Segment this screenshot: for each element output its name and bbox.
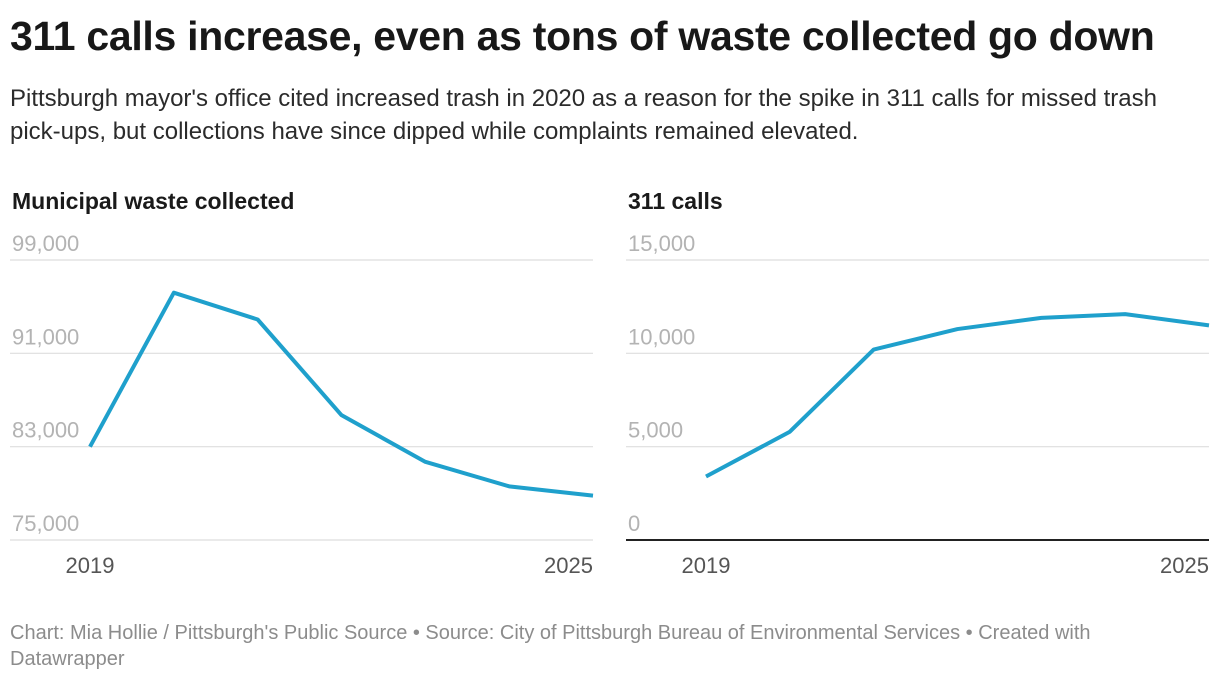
x-tick-label: 2019 (682, 553, 731, 578)
y-tick-label: 5,000 (628, 418, 683, 443)
y-tick-label: 10,000 (628, 324, 695, 349)
calls-chart-svg: 0 5,000 10,000 15,000 2019 2025 (626, 231, 1210, 578)
waste-chart-panel: Municipal waste collected 75,000 83,000 91… (10, 186, 595, 586)
chart-subtitle: Pittsburgh mayor's office cited increase… (10, 85, 1157, 145)
x-tick-label: 2025 (544, 553, 593, 578)
y-tick-label: 0 (628, 511, 640, 536)
y-tick-label: 75,000 (12, 511, 79, 536)
y-tick-label: 15,000 (628, 231, 695, 256)
y-tick-label: 91,000 (12, 324, 79, 349)
waste-chart-svg: 75,000 83,000 91,000 99,000 2019 2025 (10, 231, 594, 578)
chart-title: 311 calls increase, even as tons of wast… (10, 13, 1155, 59)
y-tick-label: 83,000 (12, 418, 79, 443)
calls-chart-panel: 311 calls 0 5,000 10,000 15,000 2019 2025 (626, 186, 1211, 586)
series-line (88, 290, 594, 498)
y-tick-label: 99,000 (12, 231, 79, 256)
x-tick-label: 2019 (66, 553, 115, 578)
waste-chart-title: Municipal waste collected (12, 188, 295, 214)
calls-chart-title: 311 calls (628, 188, 723, 214)
series-line (705, 312, 1210, 479)
x-tick-label: 2025 (1160, 553, 1209, 578)
chart-footer: Chart: Mia Hollie / Pittsburgh's Public … (10, 622, 1091, 670)
